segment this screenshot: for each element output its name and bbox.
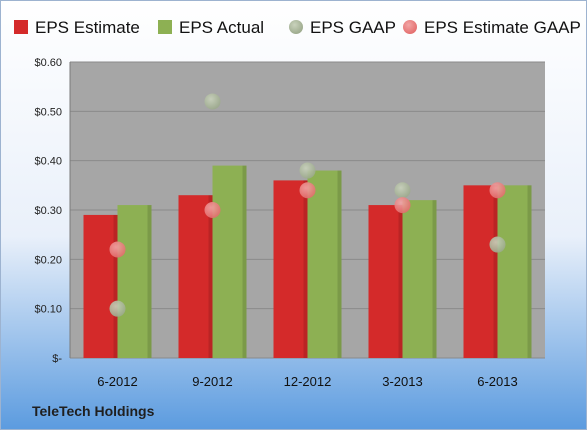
- x-axis: 6-2012 9-2012 12-2012 3-2013 6-2013: [97, 374, 517, 389]
- bar-eps-actual: [212, 165, 247, 358]
- y-tick-label: $0.60: [34, 57, 62, 69]
- x-tick-label: 6-2013: [477, 374, 517, 389]
- dot-eps-gaap: [109, 300, 126, 317]
- dot-eps-gaap: [489, 236, 506, 253]
- dot-eps-estimate-gaap: [489, 182, 506, 199]
- scatter-layer: [109, 93, 506, 317]
- y-tick-label: $0.30: [34, 205, 62, 217]
- bar-shade: [208, 195, 213, 358]
- dot-eps-estimate-gaap: [394, 197, 411, 214]
- y-axis: $- $0.10 $0.20 $0.30 $0.40 $0.50 $0.60: [34, 57, 71, 365]
- dot-eps-estimate-gaap: [204, 202, 221, 218]
- bar-eps-actual: [402, 200, 437, 358]
- bar-eps-actual: [117, 205, 152, 358]
- bar-eps-estimate: [83, 214, 118, 358]
- bar-eps-estimate: [463, 185, 498, 358]
- bar-shade: [113, 214, 118, 358]
- bar-shade: [303, 180, 308, 358]
- x-tick-label: 3-2013: [382, 374, 422, 389]
- bar-shade: [527, 185, 532, 358]
- y-tick-label: $0.10: [34, 304, 62, 316]
- bar-eps-estimate: [368, 205, 403, 358]
- bar-shade: [493, 185, 498, 358]
- bar-shade: [147, 205, 152, 358]
- legend-label: EPS Estimate GAAP: [424, 18, 581, 37]
- dot-eps-gaap: [204, 93, 221, 110]
- bar-shade: [432, 200, 437, 358]
- legend-swatch: [403, 20, 417, 34]
- y-tick-label: $0.40: [34, 156, 62, 168]
- bar-eps-estimate: [178, 195, 213, 358]
- dot-eps-gaap: [394, 182, 411, 199]
- legend: EPS Estimate EPS Actual EPS GAAP EPS Estima…: [14, 18, 581, 37]
- bar-shade: [398, 205, 403, 358]
- x-tick-label: 12-2012: [284, 374, 332, 389]
- bar-shade: [242, 165, 247, 358]
- bar-shade: [337, 170, 342, 358]
- legend-label: EPS GAAP: [310, 18, 396, 37]
- dot-eps-estimate-gaap: [109, 241, 126, 258]
- company-name: TeleTech Holdings: [32, 403, 155, 419]
- legend-swatch: [289, 20, 303, 34]
- dot-eps-gaap: [299, 162, 316, 179]
- y-tick-label: $0.50: [34, 106, 62, 118]
- legend-label: EPS Actual: [179, 18, 264, 37]
- y-tick-label: $0.20: [34, 254, 62, 266]
- x-tick-label: 9-2012: [192, 374, 232, 389]
- legend-swatch: [14, 20, 28, 34]
- bar-eps-actual: [497, 185, 532, 358]
- legend-label: EPS Estimate: [35, 18, 140, 37]
- x-tick-label: 6-2012: [97, 374, 137, 389]
- dot-eps-estimate-gaap: [299, 182, 316, 199]
- bar-eps-actual: [307, 170, 342, 358]
- bar-eps-estimate: [273, 180, 308, 358]
- legend-swatch: [158, 20, 172, 34]
- bars-layer: [83, 165, 532, 358]
- y-tick-label: $-: [52, 353, 62, 365]
